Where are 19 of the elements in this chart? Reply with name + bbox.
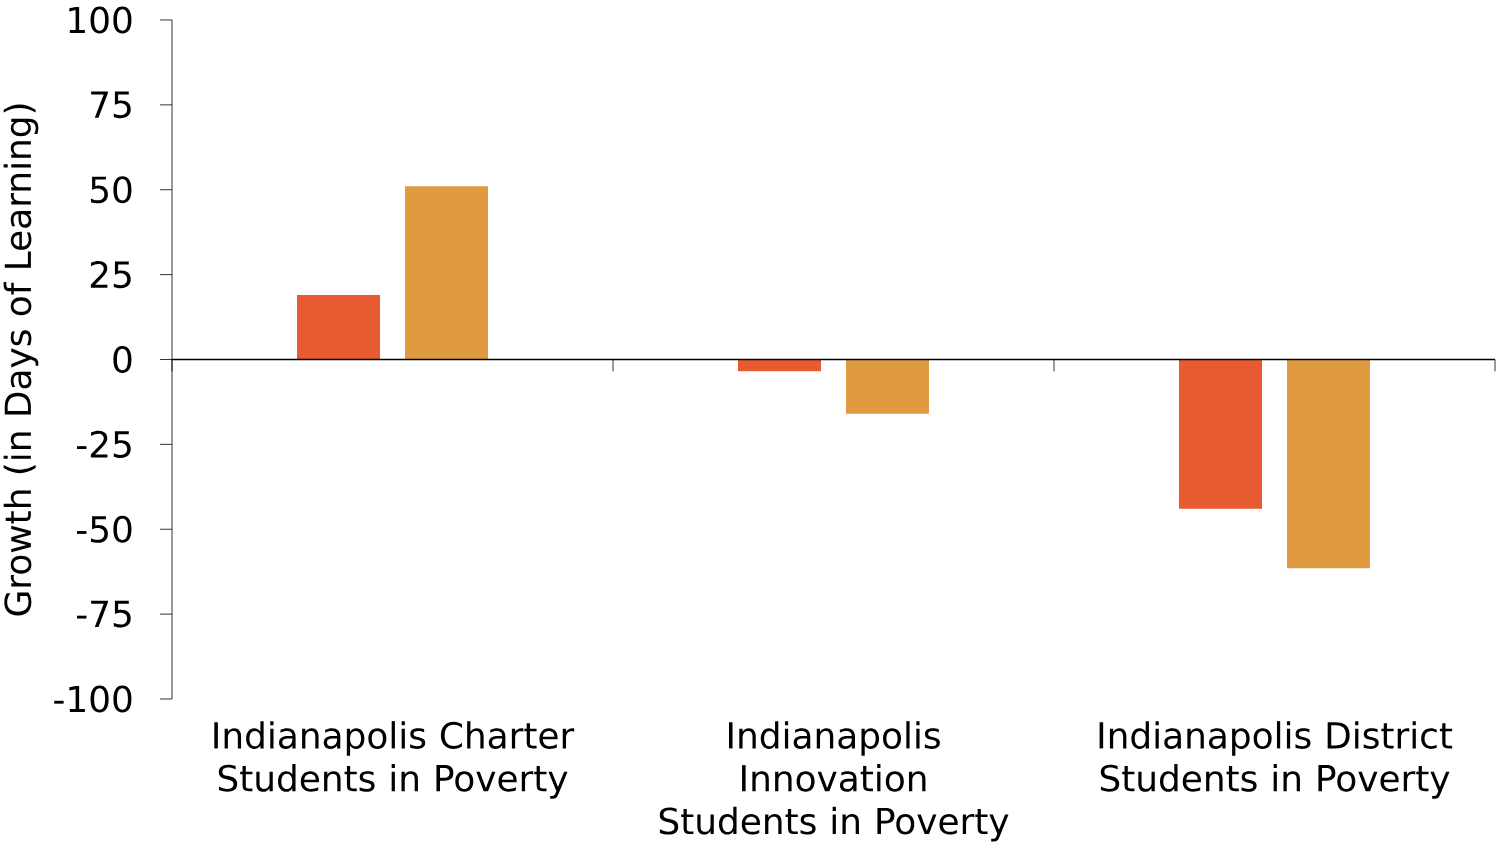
y-tick-label: 100 (69, 6, 132, 34)
y-tick-label: -25 (77, 430, 131, 458)
x-tick-label: Indianapolis District Students in Poverty (1099, 721, 1453, 799)
y-tick-label: 25 (90, 261, 131, 289)
bar (1179, 359, 1262, 509)
bar (846, 359, 929, 414)
y-tick-label: -50 (77, 515, 132, 543)
x-tick-label: Indianapolis Charter Students in Poverty (214, 721, 575, 799)
y-tick-label: 0 (113, 345, 132, 374)
x-tick-label: Indianapolis Innovation Students in Poverty (659, 721, 1009, 842)
y-tick-label: 75 (91, 91, 131, 119)
bar (297, 294, 380, 360)
y-axis-title: Growth (in Days of Learning) (3, 104, 39, 616)
bar (1287, 359, 1371, 569)
y-tick-label: -100 (54, 685, 132, 713)
y-tick-label: -75 (77, 600, 131, 628)
y-tick-label: 50 (90, 176, 132, 204)
bar (405, 186, 489, 360)
bar (738, 359, 821, 372)
